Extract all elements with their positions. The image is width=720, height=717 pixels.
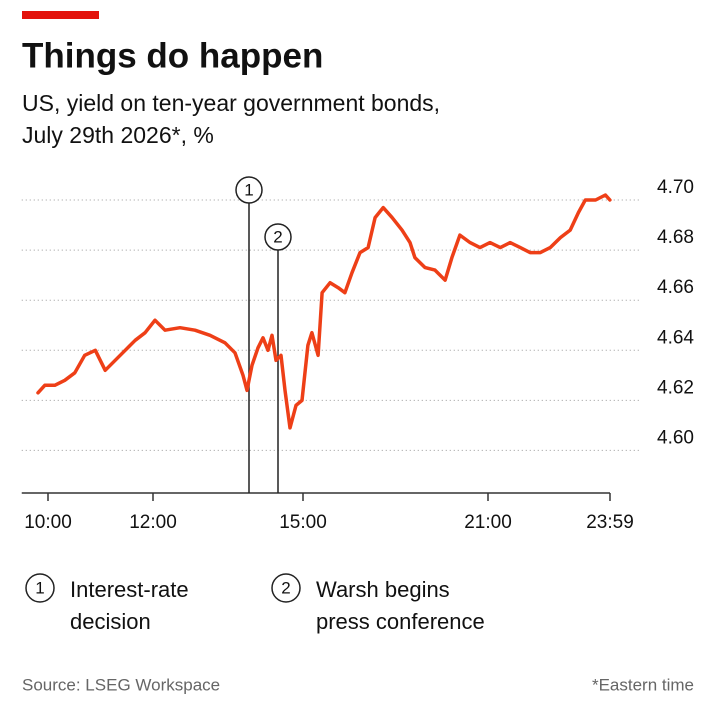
event-number: 2 — [273, 227, 282, 246]
legend-marker — [25, 573, 55, 603]
chart-subtitle: US, yield on ten-year government bonds, — [22, 90, 440, 116]
y-tick-label: 4.68 — [657, 227, 694, 248]
y-tick-label: 4.64 — [657, 327, 694, 348]
x-tick-label: 15:00 — [279, 512, 327, 533]
event-marker — [264, 223, 292, 251]
y-tick-label: 4.70 — [657, 177, 694, 198]
y-tick-label: 4.62 — [657, 377, 694, 398]
chart-subtitle: July 29th 2026*, % — [22, 122, 214, 148]
legend-marker — [271, 573, 301, 603]
x-tick-label: 10:00 — [24, 512, 72, 533]
chart-title: Things do happen — [22, 36, 323, 75]
x-tick-label: 21:00 — [464, 512, 512, 533]
legend-label: press conference — [316, 609, 485, 634]
accent-bar — [22, 11, 99, 19]
legend-number: 1 — [35, 578, 44, 597]
source: Source: LSEG Workspace — [22, 675, 220, 694]
y-tick-label: 4.60 — [657, 427, 694, 448]
data-line — [36, 193, 612, 430]
x-tick-label: 23:59 — [586, 512, 634, 533]
event-number: 1 — [244, 180, 253, 199]
legend-label: decision — [70, 609, 151, 634]
x-tick-label: 12:00 — [129, 512, 177, 533]
legend-label: Interest-rate — [70, 577, 189, 602]
event-marker — [235, 176, 263, 204]
y-tick-label: 4.66 — [657, 277, 694, 298]
note: *Eastern time — [592, 675, 694, 694]
legend-label: Warsh begins — [316, 577, 450, 602]
legend-number: 2 — [281, 578, 290, 597]
